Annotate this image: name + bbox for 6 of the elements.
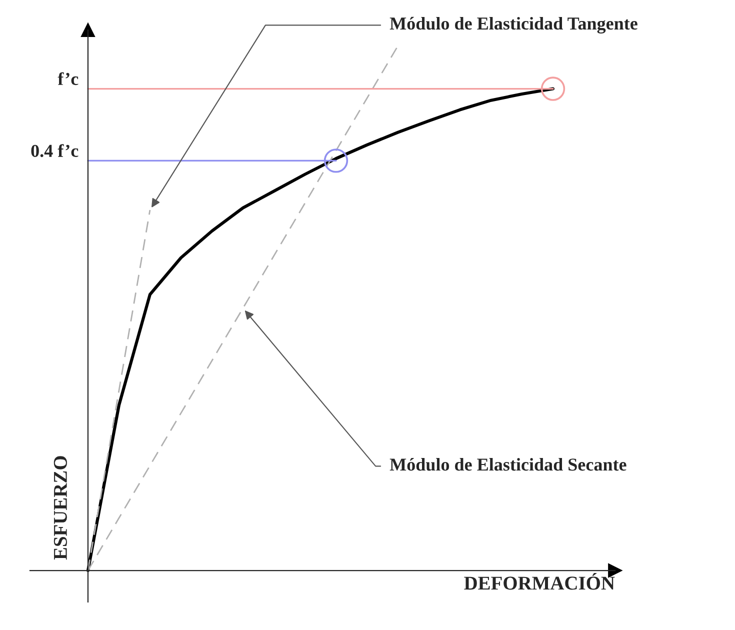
ref-line-label: 0.4 f’c xyxy=(31,144,78,158)
x-axis-title: DEFORMACIÓN xyxy=(464,572,615,590)
text: Módulo de Elasticidad Tangente xyxy=(390,16,638,34)
annotation: Módulo de Elasticidad Secante xyxy=(390,458,626,471)
ref-line-label: f’c xyxy=(58,72,78,86)
y-axis-title: ESFUERZO xyxy=(54,456,67,560)
